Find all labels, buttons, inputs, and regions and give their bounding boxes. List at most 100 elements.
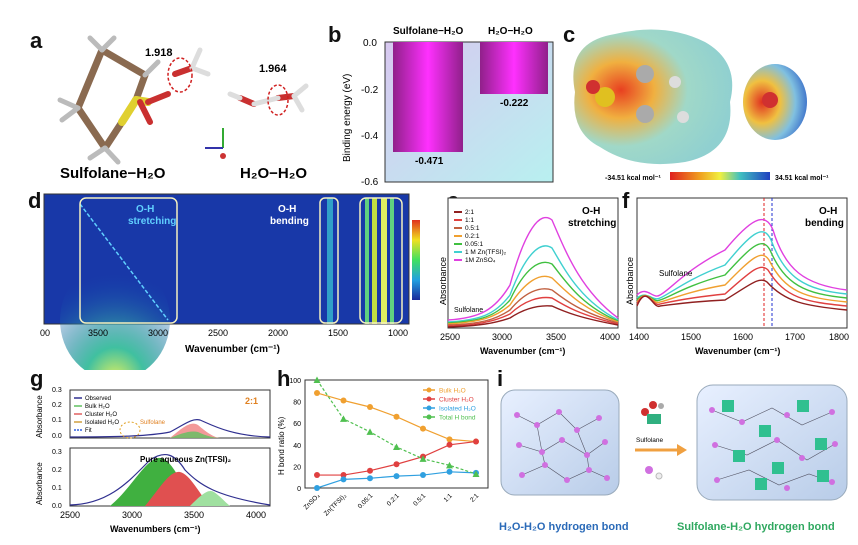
- d-xtick-0: 4000: [40, 328, 50, 338]
- h-point-0-0: [314, 389, 320, 396]
- h-point-3-6: [472, 470, 480, 477]
- water-molecule-icon: [645, 466, 663, 480]
- g-ytick-top-1: 0.2: [52, 402, 62, 409]
- g-legend-4: Fit: [85, 428, 92, 434]
- g-ytick-bot-0: 0.3: [52, 449, 62, 456]
- i-sulfolane-label: Sulfolane: [636, 437, 663, 444]
- h-point-0-4: [420, 425, 426, 432]
- distance-label-2: 1.964: [259, 63, 287, 75]
- h-point-3-4: [419, 455, 427, 462]
- e-title-1: O-H: [582, 206, 600, 217]
- panel-letter-a: a: [30, 28, 43, 53]
- h-point-2-2: [367, 475, 373, 482]
- panel-letter-i: i: [497, 366, 504, 391]
- h-legend-label-0: Bulk H₂O: [439, 388, 466, 395]
- h-point-1-6: [473, 438, 479, 445]
- h-legend-label-1: Cluster H₂O: [439, 397, 474, 404]
- panel-b-binding-energy: Sulfolane−H₂O H₂O−H₂O -0.471 -0.222 0.0 …: [342, 26, 554, 188]
- panel-e-spectra: 2:1 1:1 0.5:1 0.2:1 0.05:1 1 M Zn(TFSI)₂…: [440, 197, 620, 356]
- h-legend-marker-1: [426, 396, 432, 402]
- label-sulfolane-h2o: Sulfolane−H₂O: [60, 165, 166, 182]
- h-legend-marker-2: [426, 405, 432, 411]
- sulfolane-esp-surface: [573, 29, 733, 165]
- f-xtick-1: 1500: [681, 332, 701, 342]
- h-point-2-4: [420, 472, 426, 479]
- b-tick-3: -0.6: [361, 177, 379, 188]
- panel-letter-g: g: [30, 366, 44, 391]
- h-point-0-5: [446, 436, 453, 443]
- h-legend-label-2: Isolated H₂O: [439, 406, 476, 413]
- b-tick-2: -0.4: [361, 131, 379, 142]
- h-xtick-6: 2:1: [469, 492, 481, 504]
- d-oh-stretch-2: stretching: [128, 216, 176, 227]
- h-ytick-1: 20: [293, 464, 301, 471]
- h-ytick-0: 0: [297, 486, 301, 493]
- g-ytick-bot-1: 0.2: [52, 467, 62, 474]
- h-point-2-1: [340, 476, 347, 483]
- g-ytick-bot-2: 0.1: [52, 485, 62, 492]
- h-ytick-5: 100: [289, 378, 301, 385]
- e-xtick-1: 3000: [492, 332, 512, 342]
- panel-letter-f: f: [622, 188, 630, 213]
- f-xtick-3: 1700: [785, 332, 805, 342]
- g-legend-0: Observed: [85, 396, 111, 402]
- g-subtitle: Pure aqueous Zn(TFSI)₂: [140, 455, 232, 464]
- h-point-0-1: [340, 397, 347, 404]
- g-ratio: 2:1: [245, 396, 258, 406]
- h-point-3-5: [446, 461, 453, 469]
- e-legend-2: 0.5:1: [465, 225, 480, 232]
- g-ytick-top-0: 0.3: [52, 387, 62, 394]
- i-left-caption: H₂O-H₂O hydrogen bond: [499, 521, 629, 533]
- d-xtick-2: 3000: [148, 328, 168, 338]
- bar-h2o-h2o: [480, 42, 548, 94]
- h-point-3-0: [313, 376, 321, 383]
- b-ylabel: Binding energy (eV): [342, 74, 353, 162]
- d-xtick-6: 1000: [388, 328, 408, 338]
- e-xtick-3: 4000: [600, 332, 620, 342]
- f-xtick-0: 1400: [629, 332, 649, 342]
- e-xtick-2: 3500: [546, 332, 566, 342]
- g-xtick-3: 4000: [246, 510, 266, 520]
- h-point-1-3: [393, 461, 400, 468]
- e-title-2: stretching: [568, 218, 616, 229]
- panel-letter-b: b: [328, 22, 342, 47]
- panel-f-spectra: O-H bending Sulfolane Absorbance 1400 15…: [625, 197, 849, 356]
- h-xtick-1: Zn(TFSI)₂: [323, 492, 348, 517]
- g-legend-2: Cluster H₂O: [85, 412, 117, 418]
- panel-letter-h: h: [277, 366, 291, 391]
- g-ytick-top-3: 0.0: [52, 433, 62, 440]
- b-value-2: -0.222: [500, 98, 529, 109]
- d-xtick-5: 1500: [328, 328, 348, 338]
- e-legend-4: 0.05:1: [465, 241, 483, 248]
- g-xtick-1: 3000: [122, 510, 142, 520]
- panel-c-esp: -34.51 kcal mol⁻¹ 34.51 kcal mol⁻¹: [573, 29, 829, 182]
- d-oh-bend-2: bending: [270, 216, 309, 227]
- d-xlabel: Wavenumber (cm⁻¹): [185, 344, 280, 355]
- h-point-3-3: [393, 443, 400, 450]
- b-series-1: Sulfolane−H₂O: [393, 26, 464, 37]
- sulfolane-molecule-icon: [641, 401, 664, 424]
- e-legend-1: 1:1: [465, 217, 474, 224]
- e-xlabel: Wavenumber (cm⁻¹): [480, 346, 565, 356]
- e-legend-3: 0.2:1: [465, 233, 480, 240]
- i-right-caption: Sulfolane-H₂O hydrogen bond: [677, 521, 835, 533]
- e-ylabel: Absorbance: [440, 257, 448, 305]
- h-point-2-0: [314, 485, 320, 491]
- f-title-1: O-H: [819, 206, 837, 217]
- g-xlabel: Wavenumbers (cm⁻¹): [110, 524, 200, 534]
- f-sulfolane: Sulfolane: [659, 269, 693, 278]
- g-legend-3: Isolated H₂O: [85, 420, 119, 426]
- label-h2o-h2o: H₂O−H₂O: [240, 165, 307, 182]
- panel-g-deconvolution: Observed Bulk H₂O Cluster H₂O Isolated H…: [35, 387, 271, 534]
- h-xtick-3: 0.2:1: [386, 492, 401, 507]
- h-point-1-0: [314, 472, 320, 479]
- f-xtick-2: 1600: [733, 332, 753, 342]
- h-ylabel: H bond ratio (%): [277, 416, 286, 475]
- g-xtick-0: 2500: [60, 510, 80, 520]
- g-legend-1: Bulk H₂O: [85, 404, 110, 410]
- panel-letter-c: c: [563, 22, 576, 47]
- esp-colorbar: [670, 172, 770, 180]
- d-oh-stretch-1: O-H: [136, 204, 154, 215]
- panel-d-heatmap: O-H stretching O-H bending 4000 3500 300…: [40, 193, 420, 370]
- b-series-2: H₂O−H₂O: [488, 26, 533, 37]
